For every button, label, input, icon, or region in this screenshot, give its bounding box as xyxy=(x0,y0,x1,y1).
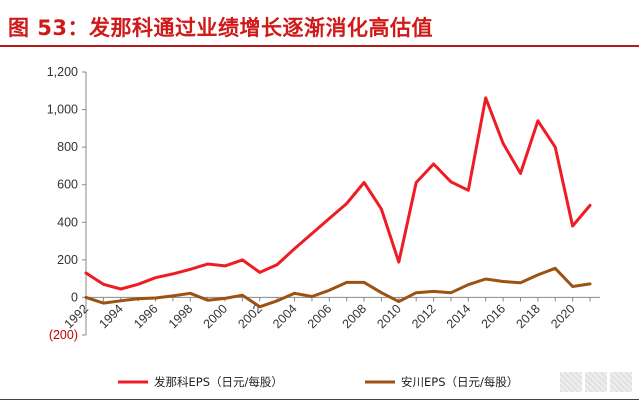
y-tick-label: 0 xyxy=(71,290,78,304)
title-divider xyxy=(0,45,639,47)
x-tick-label: 2000 xyxy=(201,302,231,332)
data-point-series-0 xyxy=(223,264,227,268)
data-point-series-1 xyxy=(345,281,348,284)
data-point-series-0 xyxy=(171,272,175,276)
x-tick-label: 2020 xyxy=(548,302,578,332)
data-point-series-0 xyxy=(397,260,401,264)
data-point-series-0 xyxy=(554,145,557,149)
x-tick-label: 1992 xyxy=(62,302,92,332)
data-point-series-1 xyxy=(432,290,435,293)
data-point-series-0 xyxy=(258,271,261,274)
chart-legend: 发那科EPS（日元/每股） 安川EPS（日元/每股） xyxy=(118,375,518,389)
data-point-series-0 xyxy=(432,162,435,166)
data-point-series-1 xyxy=(415,291,418,294)
x-tick-label: 2016 xyxy=(479,302,509,332)
data-point-series-1 xyxy=(119,299,122,303)
data-point-series-0 xyxy=(241,258,244,262)
data-point-series-0 xyxy=(380,207,383,211)
data-point-series-0 xyxy=(206,262,209,266)
data-point-series-0 xyxy=(571,224,574,228)
data-point-series-1 xyxy=(310,295,314,298)
data-point-series-1 xyxy=(362,281,366,284)
bottom-divider xyxy=(0,399,639,400)
data-point-series-0 xyxy=(84,271,88,275)
y-tick-label: 600 xyxy=(57,178,78,192)
data-point-series-0 xyxy=(275,263,279,266)
data-point-series-1 xyxy=(397,300,401,303)
x-tick-label: 1998 xyxy=(166,302,196,332)
y-tick-label: 800 xyxy=(57,140,78,154)
x-tick-label: 2018 xyxy=(513,302,543,332)
x-tick-label: 1996 xyxy=(131,302,161,332)
data-point-series-1 xyxy=(588,282,592,286)
blurred-watermark-icon xyxy=(560,372,632,392)
data-point-series-1 xyxy=(258,305,261,309)
data-point-series-1 xyxy=(501,280,505,283)
data-point-series-1 xyxy=(467,283,470,286)
data-point-series-0 xyxy=(189,268,192,271)
y-tick-label: 1,000 xyxy=(47,103,78,117)
data-point-series-0 xyxy=(328,217,331,220)
data-point-series-0 xyxy=(362,181,366,184)
figure-title: 图 53：发那科通过业绩增长逐渐消化高估值 xyxy=(8,16,434,40)
x-tick-label: 1994 xyxy=(96,302,126,332)
legend-label: 发那科EPS（日元/每股） xyxy=(154,375,283,389)
data-point-series-0 xyxy=(501,142,505,145)
data-point-series-1 xyxy=(206,299,209,302)
x-tick-label: 2010 xyxy=(374,302,404,332)
data-point-series-0 xyxy=(345,202,348,205)
data-point-series-0 xyxy=(415,181,418,184)
data-point-series-0 xyxy=(119,287,122,291)
x-tick-label: 2006 xyxy=(305,302,335,332)
y-tick-label: 1,200 xyxy=(47,65,78,79)
data-point-series-1 xyxy=(449,291,453,294)
data-point-series-0 xyxy=(519,172,522,175)
data-point-series-0 xyxy=(484,96,487,100)
series-line-1 xyxy=(84,266,592,309)
y-tick-label: (200) xyxy=(49,328,78,342)
series-line-0 xyxy=(84,96,592,291)
data-point-series-1 xyxy=(102,301,105,305)
data-point-series-1 xyxy=(554,267,557,270)
data-point-series-0 xyxy=(154,276,157,279)
y-tick-label: 200 xyxy=(57,253,78,267)
data-point-series-1 xyxy=(223,297,227,300)
data-point-series-1 xyxy=(84,296,88,299)
data-point-series-0 xyxy=(467,189,470,192)
data-point-series-1 xyxy=(519,281,522,284)
data-point-series-1 xyxy=(241,293,244,297)
data-point-series-0 xyxy=(536,119,540,123)
data-point-series-0 xyxy=(293,247,296,250)
data-point-series-0 xyxy=(102,283,105,286)
x-tick-label: 2008 xyxy=(340,302,370,332)
data-point-series-1 xyxy=(293,292,296,295)
x-tick-label: 2004 xyxy=(270,302,300,332)
y-tick-label: 400 xyxy=(57,215,78,229)
data-point-series-1 xyxy=(189,292,192,295)
data-point-series-0 xyxy=(310,232,314,235)
legend-label: 安川EPS（日元/每股） xyxy=(401,375,518,389)
chart-series-lines xyxy=(84,96,592,309)
data-point-series-1 xyxy=(571,285,574,288)
data-point-series-1 xyxy=(484,277,487,281)
data-point-series-1 xyxy=(171,294,175,298)
x-tick-label: 2012 xyxy=(409,302,439,332)
x-tick-label: 2014 xyxy=(444,302,474,332)
data-point-series-0 xyxy=(449,180,453,184)
data-point-series-1 xyxy=(154,296,157,300)
data-point-series-0 xyxy=(136,283,140,286)
data-point-series-0 xyxy=(588,204,592,207)
data-point-series-1 xyxy=(275,299,279,303)
data-point-series-1 xyxy=(380,291,383,294)
data-point-series-1 xyxy=(536,273,540,277)
data-point-series-1 xyxy=(328,289,331,292)
data-point-series-1 xyxy=(136,297,140,300)
